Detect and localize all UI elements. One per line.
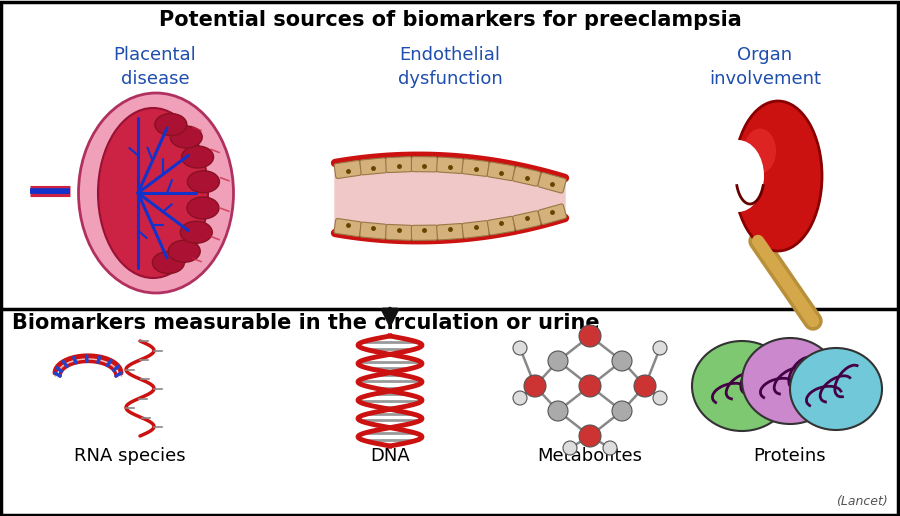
Text: DNA: DNA bbox=[370, 447, 410, 465]
FancyBboxPatch shape bbox=[386, 224, 412, 240]
Ellipse shape bbox=[155, 114, 187, 136]
Ellipse shape bbox=[98, 108, 208, 278]
FancyBboxPatch shape bbox=[487, 162, 515, 181]
Ellipse shape bbox=[734, 101, 822, 251]
Text: Organ
involvement: Organ involvement bbox=[709, 46, 821, 88]
Circle shape bbox=[563, 441, 577, 455]
FancyBboxPatch shape bbox=[538, 172, 566, 193]
Ellipse shape bbox=[152, 251, 184, 273]
Text: Potential sources of biomarkers for preeclampsia: Potential sources of biomarkers for pree… bbox=[158, 10, 742, 30]
Text: Endothelial
dysfunction: Endothelial dysfunction bbox=[398, 46, 502, 88]
Circle shape bbox=[634, 375, 656, 397]
FancyBboxPatch shape bbox=[411, 157, 437, 172]
Circle shape bbox=[579, 375, 601, 397]
Circle shape bbox=[579, 325, 601, 347]
Ellipse shape bbox=[168, 240, 200, 262]
Circle shape bbox=[513, 391, 527, 405]
Ellipse shape bbox=[742, 338, 838, 424]
FancyBboxPatch shape bbox=[334, 218, 362, 237]
FancyBboxPatch shape bbox=[538, 204, 566, 224]
Circle shape bbox=[612, 351, 632, 371]
FancyBboxPatch shape bbox=[334, 160, 362, 179]
Ellipse shape bbox=[182, 146, 213, 168]
FancyBboxPatch shape bbox=[488, 216, 515, 235]
FancyBboxPatch shape bbox=[513, 211, 541, 231]
Ellipse shape bbox=[692, 341, 792, 431]
Polygon shape bbox=[335, 156, 565, 240]
Circle shape bbox=[524, 375, 546, 397]
Circle shape bbox=[612, 401, 632, 421]
FancyBboxPatch shape bbox=[436, 157, 464, 173]
Ellipse shape bbox=[187, 197, 219, 219]
Circle shape bbox=[603, 441, 617, 455]
FancyBboxPatch shape bbox=[462, 221, 490, 238]
Ellipse shape bbox=[170, 126, 202, 148]
Circle shape bbox=[548, 351, 568, 371]
Text: Proteins: Proteins bbox=[753, 447, 826, 465]
Ellipse shape bbox=[180, 221, 212, 243]
Ellipse shape bbox=[744, 128, 776, 173]
Text: RNA species: RNA species bbox=[74, 447, 185, 465]
Text: Metabolites: Metabolites bbox=[537, 447, 643, 465]
Circle shape bbox=[548, 401, 568, 421]
FancyBboxPatch shape bbox=[411, 225, 437, 240]
FancyBboxPatch shape bbox=[513, 167, 541, 186]
FancyBboxPatch shape bbox=[462, 159, 489, 176]
Text: Placental
disease: Placental disease bbox=[113, 46, 196, 88]
Circle shape bbox=[579, 425, 601, 447]
FancyBboxPatch shape bbox=[360, 158, 387, 175]
Ellipse shape bbox=[712, 140, 764, 212]
FancyBboxPatch shape bbox=[386, 157, 412, 172]
FancyBboxPatch shape bbox=[436, 223, 464, 240]
FancyBboxPatch shape bbox=[360, 222, 387, 239]
Text: (Lancet): (Lancet) bbox=[836, 495, 888, 508]
Circle shape bbox=[653, 341, 667, 355]
Ellipse shape bbox=[790, 348, 882, 430]
Ellipse shape bbox=[187, 171, 220, 193]
Circle shape bbox=[653, 391, 667, 405]
Text: Biomarkers measurable in the circulation or urine: Biomarkers measurable in the circulation… bbox=[12, 313, 599, 333]
Circle shape bbox=[513, 341, 527, 355]
Ellipse shape bbox=[78, 93, 233, 293]
